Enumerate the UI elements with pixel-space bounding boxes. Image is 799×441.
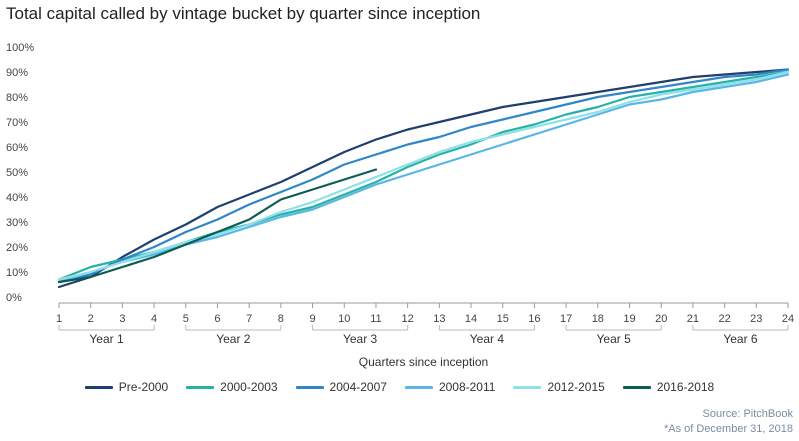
legend: Pre-2000 2000-2003 2004-2007 2008-2011 2012-…	[0, 380, 799, 394]
y-tick-label: 70%	[6, 117, 28, 129]
y-tick-label: 60%	[6, 142, 28, 154]
legend-label: 2000-2003	[220, 380, 278, 394]
x-tick-label: 18	[592, 313, 604, 325]
legend-label: 2012-2015	[547, 380, 605, 394]
year-group-label: Year 4	[470, 332, 505, 346]
year-group-label: Year 6	[723, 332, 758, 346]
footnotes: Source: PitchBook *As of December 31, 20…	[664, 407, 793, 437]
x-tick-label: 14	[465, 313, 477, 325]
legend-item: 2008-2011	[404, 380, 496, 394]
legend-item: 2012-2015	[513, 380, 605, 394]
year-group-label: Year 3	[343, 332, 378, 346]
x-tick-label: 17	[560, 313, 572, 325]
x-tick-label: 21	[687, 313, 699, 325]
x-tick-label: 9	[310, 313, 316, 325]
y-tick-label: 90%	[6, 67, 28, 79]
legend-label: Pre-2000	[118, 380, 169, 394]
x-tick-label: 4	[151, 313, 157, 325]
x-tick-label: 5	[183, 313, 189, 325]
series-line-2004-2007	[57, 68, 790, 284]
legend-label: 2016-2018	[656, 380, 715, 394]
y-tick-label: 80%	[6, 92, 28, 104]
x-tick-label: 10	[338, 313, 350, 325]
series-line-2016-2018	[57, 168, 378, 284]
x-tick-label: 19	[623, 313, 635, 325]
year-group-label: Year 1	[89, 332, 124, 346]
x-tick-label: 20	[655, 313, 667, 325]
x-tick-label: 22	[718, 313, 730, 325]
legend-item: 2000-2003	[186, 380, 278, 394]
x-tick-label: 16	[528, 313, 540, 325]
legend-item: 2016-2018	[622, 380, 715, 394]
y-tick-label: 20%	[6, 242, 28, 254]
legend-label: 2004-2007	[329, 380, 387, 394]
x-tick-label: 24	[782, 313, 794, 325]
chart-title: Total capital called by vintage bucket b…	[6, 4, 481, 23]
x-tick-label: 13	[433, 313, 445, 325]
legend-swatch	[404, 385, 433, 389]
y-tick-label: 40%	[6, 192, 28, 204]
x-tick-label: 15	[497, 313, 509, 325]
legend-swatch	[622, 385, 651, 389]
legend-item: Pre-2000	[84, 380, 169, 394]
year-group-label: Year 5	[597, 332, 632, 346]
x-tick-label: 12	[402, 313, 414, 325]
series-line-pre-2000	[57, 68, 790, 289]
year-group-label: Year 2	[216, 332, 251, 346]
legend-label: 2008-2011	[438, 380, 496, 394]
x-tick-label: 11	[370, 313, 381, 325]
x-tick-label: 7	[246, 313, 252, 325]
legend-swatch	[295, 385, 324, 389]
y-tick-label: 10%	[6, 267, 28, 279]
y-tick-label: 30%	[6, 217, 28, 229]
x-tick-label: 3	[119, 313, 125, 325]
x-tick-label: 23	[750, 313, 762, 325]
x-axis-label: Quarters since inception	[359, 355, 488, 369]
source-note: Source: PitchBook	[702, 408, 794, 420]
line-chart: 0%10%20%30%40%50%60%70%80%90%100%1 2 3 4 5 6 7…	[6, 42, 794, 369]
x-tick-label: 1	[56, 313, 62, 325]
legend-swatch	[84, 385, 113, 389]
y-tick-label: 100%	[6, 42, 34, 54]
x-tick-label: 2	[88, 313, 94, 325]
legend-swatch	[186, 385, 215, 389]
as-of-note: *As of December 31, 2018	[663, 423, 793, 435]
legend-swatch	[513, 385, 542, 389]
legend-item: 2004-2007	[295, 380, 387, 394]
x-tick-label: 8	[278, 313, 284, 325]
y-tick-label: 50%	[6, 167, 28, 179]
series-line-2012-2015	[57, 70, 790, 281]
y-tick-label: 0%	[6, 292, 22, 304]
x-tick-label: 6	[214, 313, 220, 325]
